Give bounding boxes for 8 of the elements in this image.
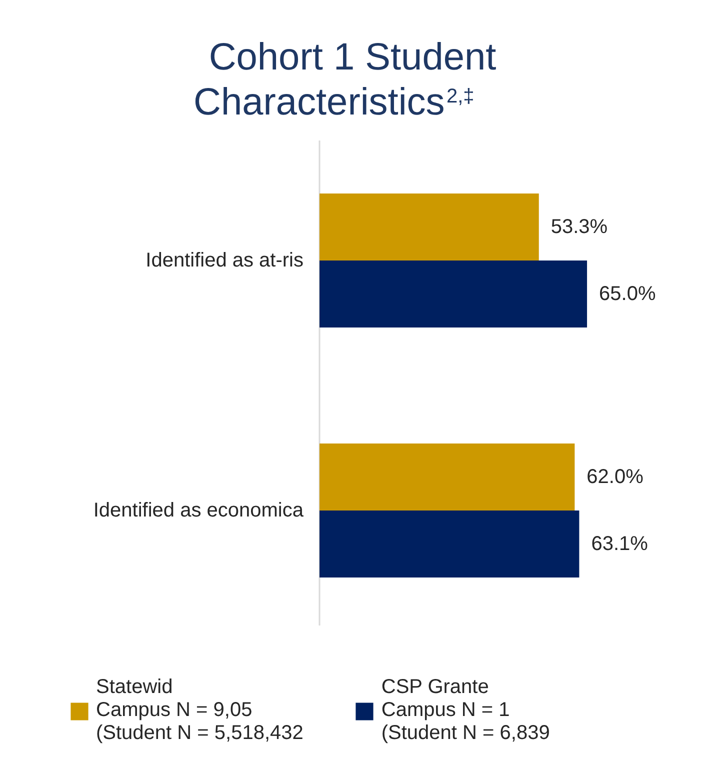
data-label: 65.0% (599, 283, 656, 305)
data-label: 53.3% (550, 216, 608, 238)
legend-label: Statewid Campus N = 9,05 (Student N = 5,518,432 (96, 676, 304, 745)
data-label: 62.0% (586, 466, 644, 488)
legend-label: CSP Grante Campus N = 1 (Student N = 6,839 (381, 676, 550, 745)
data-label: 63.1% (591, 533, 648, 555)
y-tick-label: Identified as economica (93, 500, 304, 522)
y-tick-label: Identified as at-ris (146, 250, 304, 272)
